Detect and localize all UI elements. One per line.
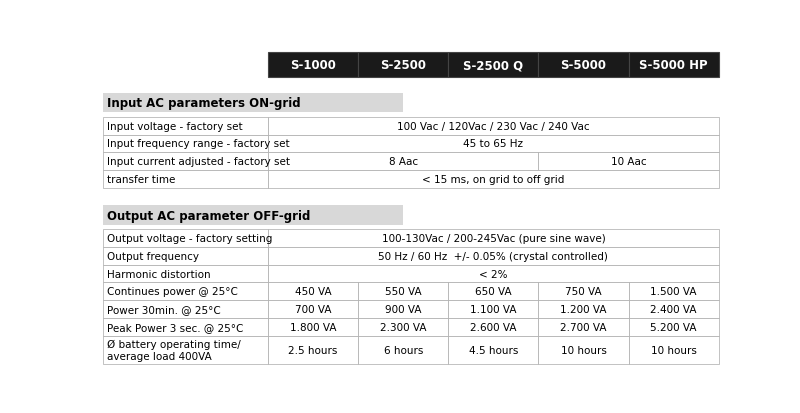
Bar	[103, 230, 268, 247]
Text: 10 hours: 10 hours	[561, 345, 606, 355]
Bar	[268, 300, 358, 318]
Bar	[268, 283, 358, 300]
Bar	[629, 300, 718, 318]
Text: 10 hours: 10 hours	[650, 345, 697, 355]
Bar	[538, 300, 629, 318]
Text: 100 Vac / 120Vac / 230 Vac / 240 Vac: 100 Vac / 120Vac / 230 Vac / 240 Vac	[397, 121, 590, 131]
Bar	[103, 171, 268, 188]
Text: Harmonic distortion: Harmonic distortion	[107, 269, 210, 279]
Bar	[448, 300, 538, 318]
Text: Input frequency range - factory set: Input frequency range - factory set	[107, 139, 290, 149]
Text: Output AC parameter OFF-grid: Output AC parameter OFF-grid	[107, 209, 311, 222]
Text: 550 VA: 550 VA	[385, 287, 422, 297]
Text: 2.700 VA: 2.700 VA	[560, 322, 607, 332]
Text: 6 hours: 6 hours	[384, 345, 423, 355]
Text: S-2500 Q: S-2500 Q	[463, 59, 523, 72]
Text: < 15 ms, on grid to off grid: < 15 ms, on grid to off grid	[422, 174, 565, 184]
Bar	[538, 336, 629, 364]
Text: S-1000: S-1000	[290, 59, 336, 72]
Bar	[448, 283, 538, 300]
Text: S-5000 HP: S-5000 HP	[639, 59, 708, 72]
Text: 8 Aac: 8 Aac	[389, 157, 418, 167]
Text: Continues power @ 25°C: Continues power @ 25°C	[107, 287, 238, 297]
Bar	[538, 153, 718, 171]
Bar	[103, 318, 268, 336]
Bar	[103, 283, 268, 300]
Bar	[448, 336, 538, 364]
Text: 1.200 VA: 1.200 VA	[560, 304, 607, 314]
Text: Peak Power 3 sec. @ 25°C: Peak Power 3 sec. @ 25°C	[107, 322, 243, 332]
Text: 700 VA: 700 VA	[295, 304, 331, 314]
Bar	[103, 336, 268, 364]
Bar	[268, 318, 358, 336]
Bar	[268, 247, 718, 265]
Bar	[103, 153, 268, 171]
Text: 50 Hz / 60 Hz  +/- 0.05% (crystal controlled): 50 Hz / 60 Hz +/- 0.05% (crystal control…	[378, 251, 608, 261]
Bar	[629, 336, 718, 364]
Bar	[103, 118, 268, 135]
Text: 450 VA: 450 VA	[295, 287, 331, 297]
Bar	[103, 94, 403, 113]
Bar	[103, 206, 403, 225]
Bar	[358, 300, 448, 318]
Text: Input voltage - factory set: Input voltage - factory set	[107, 121, 242, 131]
Bar	[268, 118, 718, 135]
Bar	[103, 135, 268, 153]
Bar	[103, 247, 268, 265]
Bar	[358, 283, 448, 300]
Text: 650 VA: 650 VA	[475, 287, 512, 297]
Text: S-2500: S-2500	[380, 59, 426, 72]
Bar	[629, 53, 718, 78]
Bar	[358, 336, 448, 364]
Text: S-5000: S-5000	[561, 59, 606, 72]
Text: Ø battery operating time/
average load 400VA: Ø battery operating time/ average load 4…	[107, 339, 241, 361]
Text: 1.800 VA: 1.800 VA	[290, 322, 337, 332]
Text: 2.400 VA: 2.400 VA	[650, 304, 697, 314]
Text: Input AC parameters ON-grid: Input AC parameters ON-grid	[107, 97, 301, 110]
Bar	[268, 171, 718, 188]
Text: 750 VA: 750 VA	[566, 287, 602, 297]
Text: 100-130Vac / 200-245Vac (pure sine wave): 100-130Vac / 200-245Vac (pure sine wave)	[382, 234, 606, 244]
Bar	[448, 318, 538, 336]
Text: 5.200 VA: 5.200 VA	[650, 322, 697, 332]
Bar	[268, 153, 538, 171]
Text: 1.100 VA: 1.100 VA	[470, 304, 517, 314]
Text: 900 VA: 900 VA	[385, 304, 422, 314]
Bar	[538, 283, 629, 300]
Bar	[268, 336, 358, 364]
Text: Output frequency: Output frequency	[107, 251, 199, 261]
Text: transfer time: transfer time	[107, 174, 175, 184]
Bar	[268, 230, 718, 247]
Bar	[538, 318, 629, 336]
Text: 2.300 VA: 2.300 VA	[380, 322, 426, 332]
Text: 4.5 hours: 4.5 hours	[469, 345, 518, 355]
Bar	[538, 53, 629, 78]
Bar	[268, 53, 358, 78]
Bar	[629, 283, 718, 300]
Bar	[629, 318, 718, 336]
Bar	[268, 265, 718, 283]
Text: 2.5 hours: 2.5 hours	[289, 345, 338, 355]
Bar	[103, 265, 268, 283]
Text: Power 30min. @ 25°C: Power 30min. @ 25°C	[107, 304, 221, 314]
Bar	[358, 53, 448, 78]
Bar	[268, 135, 718, 153]
Text: 2.600 VA: 2.600 VA	[470, 322, 517, 332]
Bar	[103, 300, 268, 318]
Text: 1.500 VA: 1.500 VA	[650, 287, 697, 297]
Text: 10 Aac: 10 Aac	[611, 157, 646, 167]
Text: Output voltage - factory setting: Output voltage - factory setting	[107, 234, 272, 244]
Text: < 2%: < 2%	[479, 269, 508, 279]
Text: 45 to 65 Hz: 45 to 65 Hz	[463, 139, 523, 149]
Bar	[448, 53, 538, 78]
Text: Input current adjusted - factory set: Input current adjusted - factory set	[107, 157, 290, 167]
Bar	[358, 318, 448, 336]
